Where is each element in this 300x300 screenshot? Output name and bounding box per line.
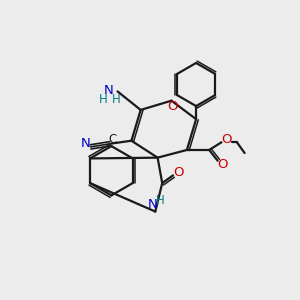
Text: N: N <box>148 198 158 211</box>
Text: O: O <box>167 100 178 112</box>
Text: O: O <box>173 166 184 179</box>
Text: N: N <box>80 136 90 149</box>
Text: O: O <box>217 158 227 171</box>
Text: H: H <box>99 93 107 106</box>
Text: O: O <box>222 134 232 146</box>
Text: N: N <box>103 84 113 97</box>
Text: H: H <box>112 93 120 106</box>
Text: C: C <box>109 134 117 146</box>
Text: H: H <box>155 194 164 206</box>
